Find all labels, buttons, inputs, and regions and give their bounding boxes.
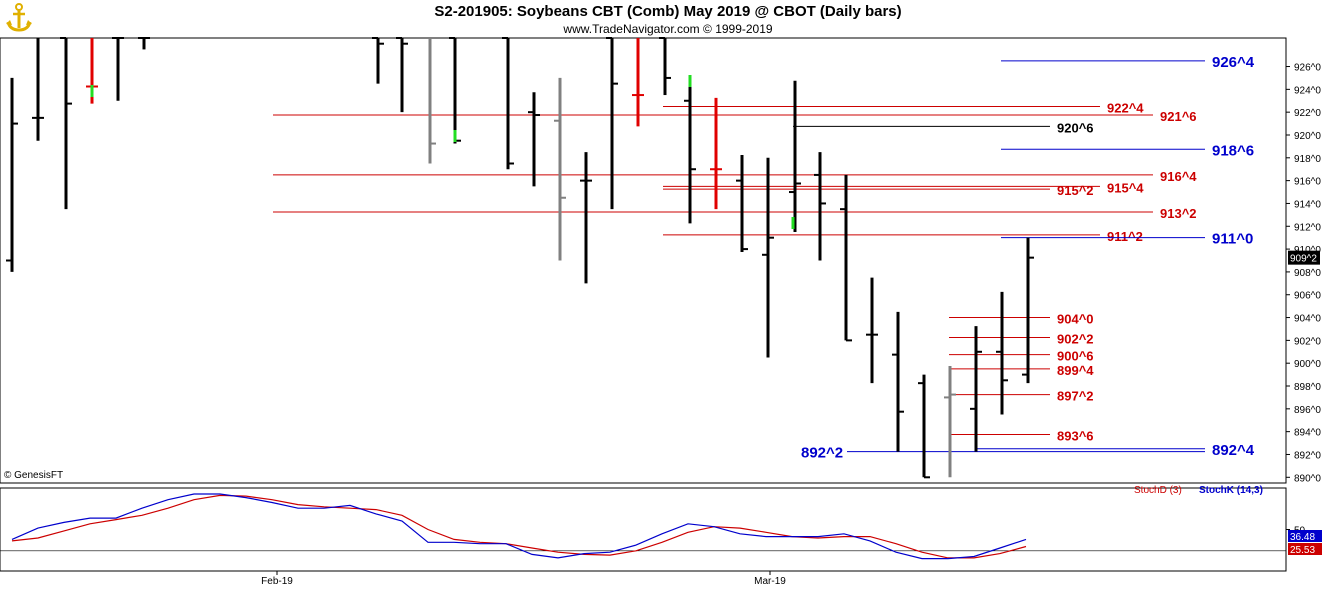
y-tick-label: 902^0 xyxy=(1294,336,1321,347)
y-tick-label: 924^0 xyxy=(1294,85,1321,96)
level-label: 915^2 xyxy=(1057,183,1094,198)
level-label: 918^6 xyxy=(1212,142,1254,159)
chart-subtitle: www.TradeNavigator.com © 1999-2019 xyxy=(563,22,773,36)
y-tick-label: 922^0 xyxy=(1294,108,1321,119)
last-price-box xyxy=(1288,250,1320,265)
chart-title: S2-201905: Soybeans CBT (Comb) May 2019 … xyxy=(434,3,902,20)
y-tick-label: 904^0 xyxy=(1294,314,1321,325)
price-panel xyxy=(0,37,1287,484)
chart-header: S2-201905: Soybeans CBT (Comb) May 2019 … xyxy=(0,0,1336,38)
y-tick-label: 894^0 xyxy=(1294,428,1321,439)
level-label: 897^2 xyxy=(1057,389,1094,404)
legend-stochd: StochD (3) xyxy=(1134,485,1182,496)
level-label: 915^4 xyxy=(1107,180,1144,195)
chart-frame: © GenesisFT xyxy=(0,37,1287,572)
stochastic-panel-frame xyxy=(0,487,1287,572)
stochd-value: 25.53 xyxy=(1290,545,1315,556)
copyright-label: © GenesisFT xyxy=(4,470,63,481)
stochk-value: 36.48 xyxy=(1290,532,1315,543)
price-axis: 890^0 892^0 894^0 896^0 898^0 900^0 902^0 904^0… xyxy=(1286,63,1321,484)
anchor-logo-icon xyxy=(4,2,34,34)
level-label: 892^4 xyxy=(1212,442,1255,459)
last-price-label: 909^2 xyxy=(1290,254,1317,265)
level-label: 893^6 xyxy=(1057,429,1094,444)
y-tick-label: 914^0 xyxy=(1294,199,1321,210)
y-tick-label: 910^0 xyxy=(1294,245,1321,256)
y-tick-label: 900^0 xyxy=(1294,359,1321,370)
y-tick-label: 892^0 xyxy=(1294,450,1321,461)
legend-stochk: StochK (14,3) xyxy=(1199,485,1263,496)
y-tick-label: 896^0 xyxy=(1294,405,1321,416)
stochd-line xyxy=(11,494,1027,559)
level-label: 899^4 xyxy=(1057,363,1094,378)
y-tick-label: 908^0 xyxy=(1294,268,1321,279)
price-bars xyxy=(6,37,1034,479)
level-label: 911^2 xyxy=(1107,229,1143,244)
level-label: 921^6 xyxy=(1160,109,1197,124)
level-lines: 926^4 922^4 921^6 920^6 918^6 916^4 915^4 915^2… xyxy=(273,54,1255,462)
level-label: 916^4 xyxy=(1160,169,1197,184)
level-label: 904^0 xyxy=(1057,312,1094,327)
stochk-line xyxy=(11,493,1027,560)
level-label: 892^2 xyxy=(801,445,843,462)
y-tick-label: 926^0 xyxy=(1294,63,1321,74)
stochk-value-box xyxy=(1288,530,1322,542)
y-tick-label: 916^0 xyxy=(1294,177,1321,188)
y-tick-label: 918^0 xyxy=(1294,154,1321,165)
level-label: 911^0 xyxy=(1212,231,1253,248)
y-tick-label: 890^0 xyxy=(1294,473,1321,484)
stochd-value-box xyxy=(1288,543,1322,555)
date-axis: Feb-19 Mar-19 xyxy=(261,571,786,587)
x-tick-label: Mar-19 xyxy=(754,576,786,587)
level-label: 902^2 xyxy=(1057,332,1094,347)
y-tick-label: 912^0 xyxy=(1294,222,1321,233)
x-tick-label: Feb-19 xyxy=(261,576,293,587)
level-label: 926^4 xyxy=(1212,54,1255,71)
level-label: 900^6 xyxy=(1057,349,1094,364)
level-label: 913^2 xyxy=(1160,206,1197,221)
y-tick-label: 920^0 xyxy=(1294,131,1321,142)
y-tick-label: 906^0 xyxy=(1294,291,1321,302)
level-label: 920^6 xyxy=(1057,120,1094,135)
y-tick-label: 898^0 xyxy=(1294,382,1321,393)
level-label: 922^4 xyxy=(1107,100,1144,115)
